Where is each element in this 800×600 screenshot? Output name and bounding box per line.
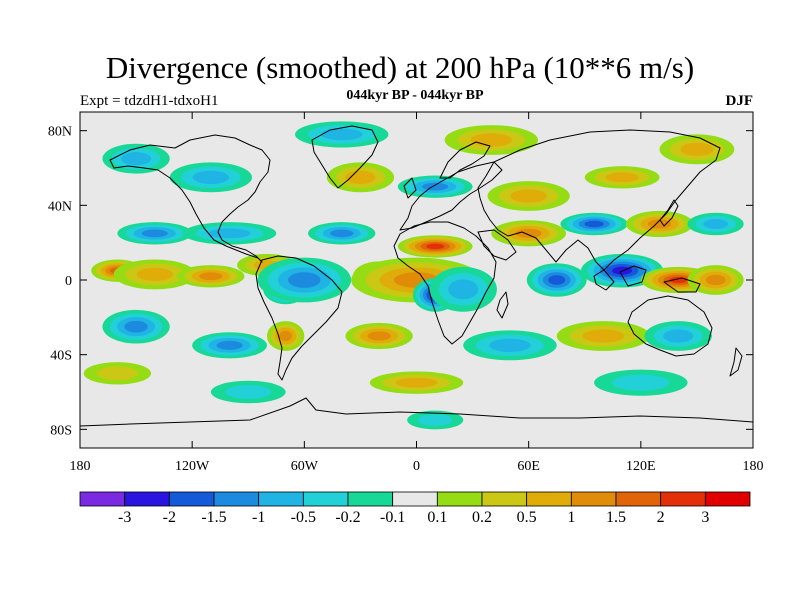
coastlines bbox=[80, 125, 753, 427]
divergence-field bbox=[83, 121, 744, 430]
coastline-madagascar bbox=[496, 291, 509, 319]
coastline-south-america bbox=[255, 255, 343, 381]
lon-tick-label: 180 bbox=[743, 459, 764, 474]
colorbar-label: 1.5 bbox=[606, 509, 626, 526]
coastline-europe bbox=[399, 161, 503, 231]
field-contour-27-2 bbox=[192, 170, 230, 184]
field-contour-10-2 bbox=[448, 279, 479, 300]
colorbar-label: -1 bbox=[252, 509, 265, 526]
coastline-new-zealand bbox=[729, 347, 743, 377]
lon-tick-label: 60E bbox=[517, 459, 540, 474]
colorbar-label: 0.2 bbox=[472, 509, 492, 526]
lat-tick-label: 80S bbox=[50, 423, 72, 438]
colorbar-label: -0.1 bbox=[380, 509, 405, 526]
colorbar-box bbox=[481, 491, 528, 507]
coastline-antarctica bbox=[80, 397, 753, 427]
colorbar-box bbox=[392, 491, 438, 507]
colorbar-box bbox=[660, 491, 706, 507]
coastline-greenland bbox=[311, 125, 379, 189]
field-contour-22-2 bbox=[703, 219, 729, 229]
lat-tick-label: 40N bbox=[48, 199, 72, 214]
coastline-japan bbox=[659, 199, 679, 227]
colorbar-box bbox=[526, 491, 572, 507]
lon-tick-label: 60W bbox=[291, 459, 319, 474]
field-contour-13-3 bbox=[705, 274, 726, 286]
colorbar-box bbox=[124, 491, 170, 507]
colorbar-label: 0.5 bbox=[517, 509, 537, 526]
coastline-north-america bbox=[109, 134, 271, 263]
lon-tick-label: 120E bbox=[626, 459, 656, 474]
field-contour-7-5 bbox=[426, 243, 445, 250]
field-contour-26-2 bbox=[345, 170, 376, 184]
field-contour-5-3 bbox=[288, 272, 321, 288]
colorbar-label: -1.5 bbox=[201, 509, 226, 526]
colorbar-label: -0.5 bbox=[291, 509, 316, 526]
plot-title: Divergence (smoothed) at 200 hPa (10**6 … bbox=[105, 50, 695, 85]
field-contour-16-3 bbox=[141, 229, 168, 238]
field-contour-36-2 bbox=[663, 329, 694, 343]
colorbar-label: -2 bbox=[163, 509, 176, 526]
colorbar-box bbox=[213, 491, 260, 507]
field-contour-28-2 bbox=[121, 152, 152, 166]
lat-tick-label: 80N bbox=[48, 125, 72, 140]
colorbar-label: 1 bbox=[567, 509, 575, 526]
colorbar-box bbox=[570, 491, 617, 507]
field-contour-18-3 bbox=[330, 229, 354, 238]
field-contour-33-3 bbox=[124, 320, 148, 333]
field-contour-37-2 bbox=[395, 377, 438, 388]
field-contour-14-4 bbox=[548, 275, 566, 285]
field-contour-24-2 bbox=[510, 189, 547, 203]
colorbar-box bbox=[436, 491, 483, 507]
field-contour-38-1 bbox=[612, 374, 670, 391]
coastline-borneo bbox=[619, 265, 647, 287]
field-contour-41-1 bbox=[417, 414, 453, 426]
field-contour-2-3 bbox=[199, 272, 223, 281]
colorbar-label: 3 bbox=[701, 509, 709, 526]
experiment-label: Expt = tdzdH1-tdxoH1 bbox=[80, 93, 219, 109]
coastline-arabia bbox=[477, 229, 517, 261]
lat-tick-label: 40S bbox=[50, 349, 72, 364]
field-contour-25-2 bbox=[605, 172, 639, 183]
lat-tick-label: 0 bbox=[65, 274, 72, 289]
coastline-uk bbox=[403, 177, 417, 199]
field-contour-42-2 bbox=[680, 142, 714, 156]
coastline-africa bbox=[393, 221, 497, 345]
season-label: DJF bbox=[725, 93, 754, 109]
colorbar-label: -0.2 bbox=[335, 509, 360, 526]
field-contour-31-3 bbox=[279, 330, 293, 342]
colorbar-box bbox=[258, 491, 304, 507]
colorbar-box bbox=[704, 491, 751, 507]
lon-tick-label: 180 bbox=[70, 459, 91, 474]
lon-tick-label: 0 bbox=[413, 459, 420, 474]
period-label: 044kyr BP - 044kyr BP bbox=[346, 88, 484, 103]
field-contour-19-3 bbox=[515, 228, 542, 238]
field-contour-40-1 bbox=[96, 366, 139, 381]
field-contour-39-1 bbox=[225, 385, 272, 399]
coastline-sumatra bbox=[593, 269, 615, 291]
field-contour-34-2 bbox=[489, 338, 531, 352]
colorbar-box bbox=[168, 491, 215, 507]
field-contour-30-2 bbox=[320, 128, 363, 141]
lon-tick-label: 120W bbox=[175, 459, 210, 474]
field-contour-35-2 bbox=[582, 329, 625, 343]
field-contour-1-2 bbox=[136, 267, 174, 282]
colorbar-box bbox=[302, 491, 349, 507]
colorbar-label: 0.1 bbox=[427, 509, 447, 526]
coastline-new-guinea bbox=[663, 277, 701, 293]
coastline-scandinavia bbox=[439, 141, 491, 179]
field-contour-17-2 bbox=[208, 228, 251, 239]
colorbar-box bbox=[347, 491, 394, 507]
colorbar-label: 2 bbox=[657, 509, 665, 526]
field-contour-15-3 bbox=[367, 331, 391, 341]
field-contour-32-3 bbox=[216, 340, 243, 350]
colorbar-label: -3 bbox=[118, 509, 131, 526]
colorbar-box bbox=[79, 491, 126, 507]
coastline-asia bbox=[477, 129, 721, 271]
field-contour-20-4 bbox=[584, 220, 604, 228]
axis-ticks: 180 120W 60W 0 60E 120E 180 80N 40N 0 40S 80S bbox=[48, 112, 764, 474]
colorbar-box bbox=[615, 491, 662, 507]
coastline-australia bbox=[627, 295, 713, 357]
